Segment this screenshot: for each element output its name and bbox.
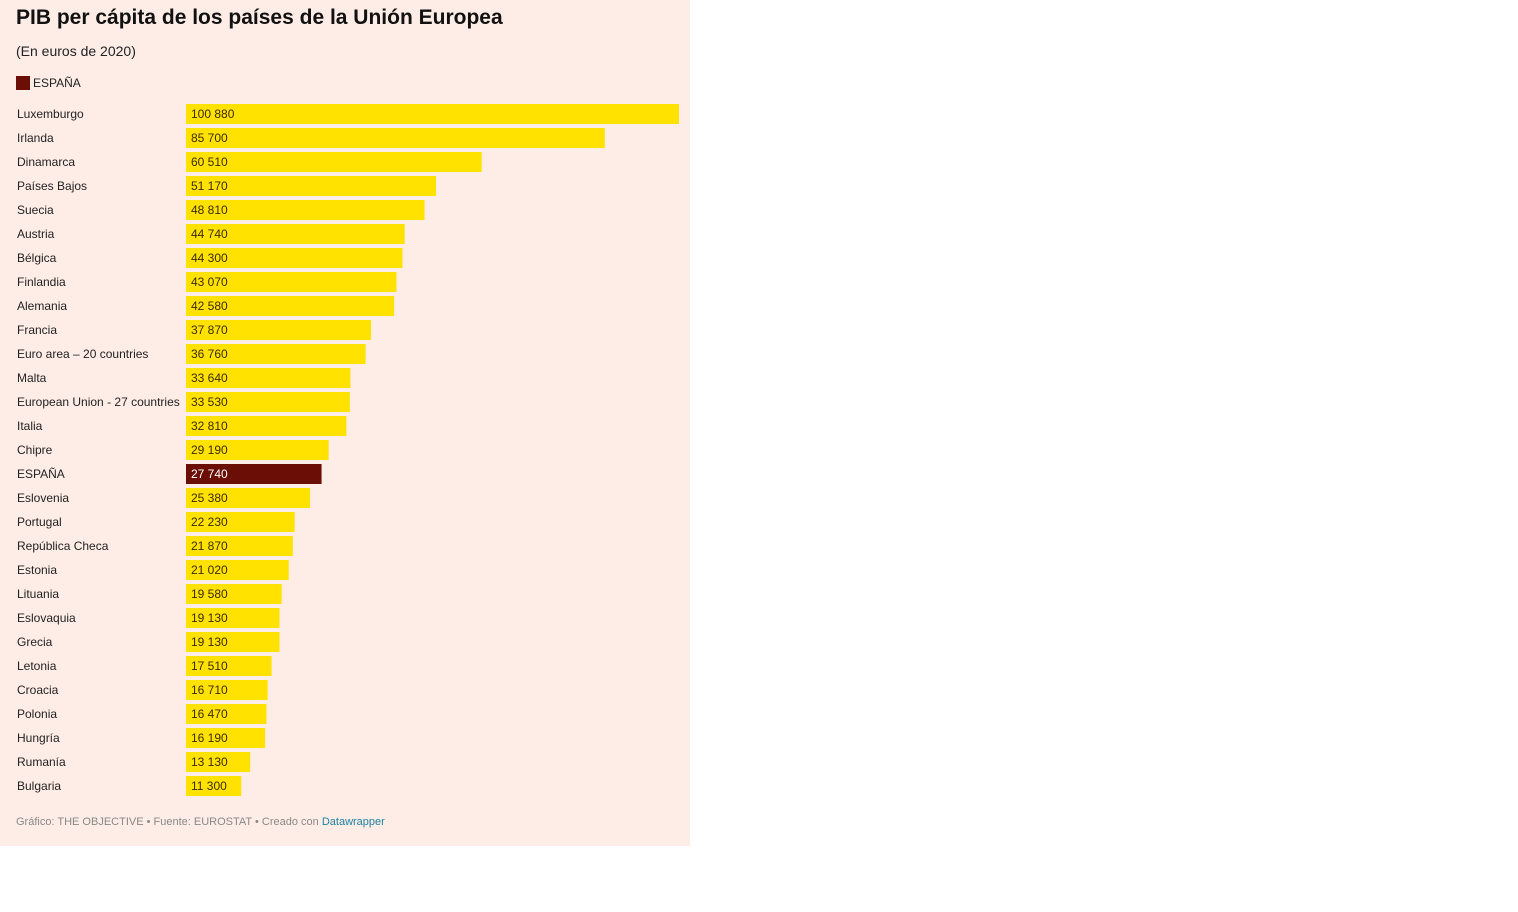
- category-label-luxemburgo: Luxemburgo: [17, 107, 84, 121]
- value-label-dinamarca: 60 510: [191, 155, 228, 169]
- category-label-francia: Francia: [17, 323, 57, 337]
- category-label-espana: ESPAÑA: [17, 467, 65, 481]
- chart-card: PIB per cápita de los países de la Unión…: [0, 0, 690, 846]
- legend-swatch-espana: [16, 76, 30, 90]
- value-label-croacia: 16 710: [191, 683, 228, 697]
- value-label-eslovenia: 25 380: [191, 491, 228, 505]
- category-label-european-union-27-countries: European Union - 27 countries: [17, 395, 180, 409]
- category-label-eslovaquia: Eslovaquia: [17, 611, 76, 625]
- bar-paises-bajos: [186, 176, 437, 196]
- value-label-paises-bajos: 51 170: [191, 179, 228, 193]
- bar-suecia: [186, 200, 425, 220]
- bar-letonia: [186, 656, 272, 676]
- bar-austria: [186, 224, 405, 244]
- bar-polonia: [186, 704, 267, 724]
- legend-label-espana: ESPAÑA: [33, 76, 81, 90]
- category-label-paises-bajos: Países Bajos: [17, 179, 87, 193]
- category-label-austria: Austria: [17, 227, 55, 241]
- bar-bulgaria: [186, 776, 242, 796]
- category-label-suecia: Suecia: [17, 203, 54, 217]
- value-label-chipre: 29 190: [191, 443, 228, 457]
- bar-luxemburgo: [186, 104, 679, 124]
- bar-eslovaquia: [186, 608, 280, 628]
- category-label-belgica: Bélgica: [17, 251, 57, 265]
- bar-portugal: [186, 512, 295, 532]
- bar-estonia: [186, 560, 289, 580]
- bar-italia: [186, 416, 347, 436]
- category-label-euro-area-20-countries: Euro area – 20 countries: [17, 347, 148, 361]
- category-label-irlanda: Irlanda: [17, 131, 54, 145]
- category-label-grecia: Grecia: [17, 635, 53, 649]
- bar-finlandia: [186, 272, 397, 292]
- value-label-euro-area-20-countries: 36 760: [191, 347, 228, 361]
- bar-european-union-27-countries: [186, 392, 350, 412]
- value-label-grecia: 19 130: [191, 635, 228, 649]
- value-label-european-union-27-countries: 33 530: [191, 395, 228, 409]
- bar-euro-area-20-countries: [186, 344, 366, 364]
- category-label-polonia: Polonia: [17, 707, 57, 721]
- category-label-lituania: Lituania: [17, 587, 59, 601]
- category-label-portugal: Portugal: [17, 515, 62, 529]
- bar-eslovenia: [186, 488, 311, 508]
- value-label-lituania: 19 580: [191, 587, 228, 601]
- category-label-estonia: Estonia: [17, 563, 57, 577]
- legend: ESPAÑA: [16, 75, 81, 91]
- value-label-luxemburgo: 100 880: [191, 107, 235, 121]
- bar-francia: [186, 320, 372, 340]
- value-label-belgica: 44 300: [191, 251, 228, 265]
- category-label-chipre: Chipre: [17, 443, 53, 457]
- value-label-letonia: 17 510: [191, 659, 228, 673]
- value-label-bulgaria: 11 300: [191, 779, 227, 793]
- value-label-francia: 37 870: [191, 323, 228, 337]
- bar-lituania: [186, 584, 282, 604]
- footer-credit: Gráfico: THE OBJECTIVE • Fuente: EUROSTA…: [16, 816, 322, 828]
- chart-footer: Gráfico: THE OBJECTIVE • Fuente: EUROSTA…: [16, 816, 385, 828]
- bar-croacia: [186, 680, 268, 700]
- value-label-irlanda: 85 700: [191, 131, 228, 145]
- bar-alemania: [186, 296, 395, 316]
- value-label-eslovaquia: 19 130: [191, 611, 228, 625]
- value-label-italia: 32 810: [191, 419, 228, 433]
- category-label-alemania: Alemania: [17, 299, 67, 313]
- category-label-letonia: Letonia: [17, 659, 57, 673]
- category-label-republica-checa: República Checa: [17, 539, 109, 553]
- bar-malta: [186, 368, 351, 388]
- value-label-estonia: 21 020: [191, 563, 228, 577]
- bar-grecia: [186, 632, 280, 652]
- value-label-austria: 44 740: [191, 227, 228, 241]
- category-label-hungria: Hungría: [17, 731, 60, 745]
- bar-chart: Luxemburgo 100 880 Irlanda 85 700 Dinamarca 6…: [17, 104, 679, 796]
- value-label-espana: 27 740: [191, 467, 228, 481]
- bar-chipre: [186, 440, 329, 460]
- category-label-malta: Malta: [17, 371, 47, 385]
- value-label-alemania: 42 580: [191, 299, 228, 313]
- chart-title: PIB per cápita de los países de la Unión…: [16, 6, 503, 29]
- category-label-bulgaria: Bulgaria: [17, 779, 61, 793]
- bar-espana: [186, 464, 322, 484]
- category-label-eslovenia: Eslovenia: [17, 491, 69, 505]
- bar-irlanda: [186, 128, 605, 148]
- chart-subtitle: (En euros de 2020): [16, 43, 136, 59]
- bar-belgica: [186, 248, 403, 268]
- bar-dinamarca: [186, 152, 482, 172]
- value-label-finlandia: 43 070: [191, 275, 228, 289]
- bar-hungria: [186, 728, 266, 748]
- category-label-finlandia: Finlandia: [17, 275, 66, 289]
- category-label-dinamarca: Dinamarca: [17, 155, 75, 169]
- bar-republica-checa: [186, 536, 293, 556]
- category-label-rumania: Rumanía: [17, 755, 66, 769]
- value-label-hungria: 16 190: [191, 731, 228, 745]
- value-label-republica-checa: 21 870: [191, 539, 228, 553]
- value-label-portugal: 22 230: [191, 515, 228, 529]
- category-label-italia: Italia: [17, 419, 43, 433]
- bar-rumania: [186, 752, 251, 772]
- category-label-croacia: Croacia: [17, 683, 59, 697]
- value-label-rumania: 13 130: [191, 755, 228, 769]
- value-label-polonia: 16 470: [191, 707, 228, 721]
- datawrapper-link[interactable]: Datawrapper: [321, 816, 385, 828]
- value-label-suecia: 48 810: [191, 203, 228, 217]
- value-label-malta: 33 640: [191, 371, 228, 385]
